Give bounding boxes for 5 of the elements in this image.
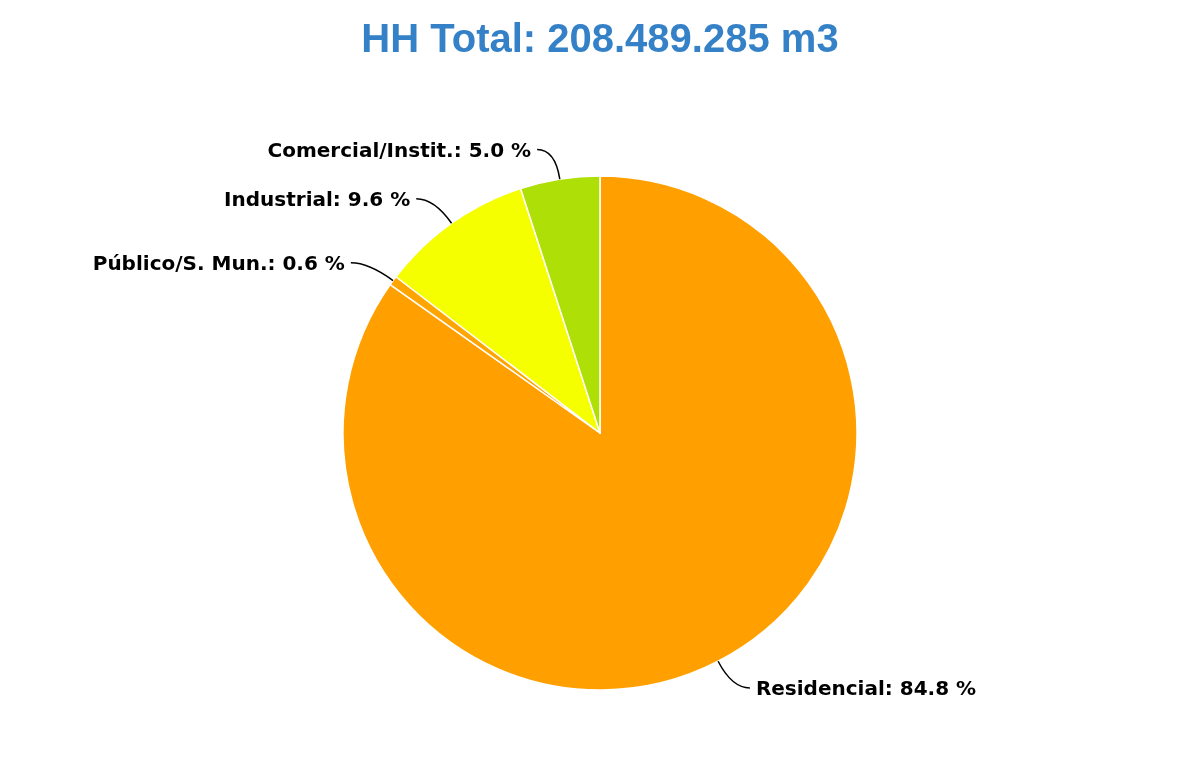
slice-label: Público/S. Mun.: 0.6 %: [92, 250, 345, 275]
slice-label: Industrial: 9.6 %: [224, 186, 411, 211]
slice-label: Comercial/Instit.: 5.0 %: [267, 137, 532, 162]
chart-title: HH Total: 208.489.285 m3: [361, 16, 839, 60]
slice-label: Residencial: 84.8 %: [755, 675, 977, 700]
